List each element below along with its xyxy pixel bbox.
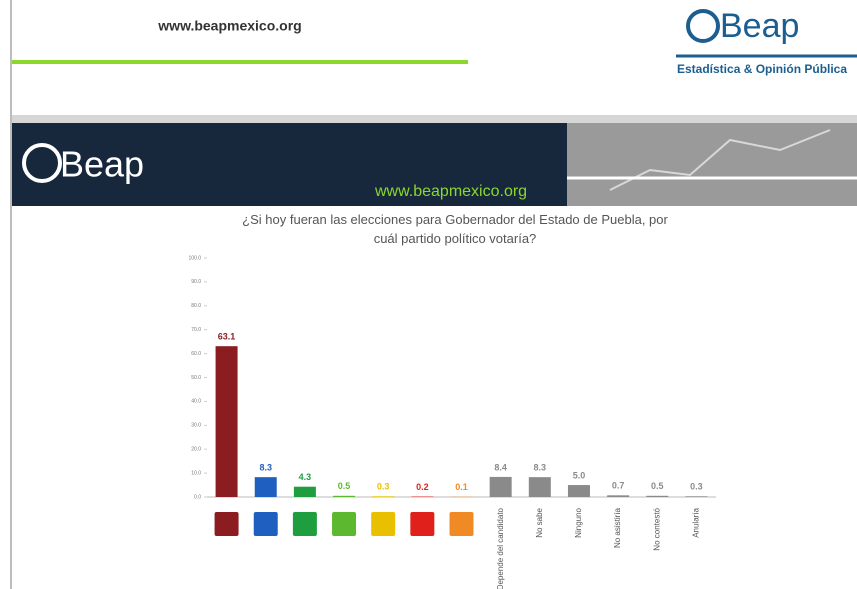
bar: [489, 476, 512, 497]
header-logo: Beap: [720, 7, 799, 45]
x-tick-label: No sabe: [535, 507, 544, 537]
header-url: www.beapmexico.org: [157, 18, 301, 34]
chart: 0.0 10.0 20.0 30.0 40.0 50.0 60.0 70.0 80.0 90.0 1…: [188, 255, 716, 589]
header-logo-mark: [686, 9, 720, 43]
bar: [646, 495, 669, 497]
bar: [528, 477, 551, 497]
banner: [12, 123, 567, 206]
value-label: 0.5: [651, 481, 664, 491]
value-label: 0.3: [690, 482, 703, 492]
value-label: 0.5: [338, 481, 351, 491]
y-tick-label: 90.0: [191, 279, 201, 285]
chart-title: ¿Si hoy fueran las elecciones para Gober…: [242, 212, 668, 246]
bar: [567, 485, 590, 497]
bar: [685, 496, 708, 497]
y-tick-label: 60.0: [191, 351, 201, 357]
party-logo: [214, 512, 239, 536]
party-logo: [449, 512, 474, 536]
party-logo: [371, 512, 396, 536]
party-logo: [410, 512, 435, 536]
bar: [215, 346, 238, 497]
y-tick-label: 40.0: [191, 399, 201, 405]
bar: [333, 495, 356, 497]
y-tick-label: 30.0: [191, 423, 201, 429]
bar: [372, 496, 395, 497]
x-tick-label: Ninguno: [574, 507, 583, 537]
banner-photo-graph: [609, 129, 831, 191]
value-label: 8.3: [259, 463, 272, 473]
y-tick-label: 100.0: [188, 255, 201, 261]
banner-logo: Beap: [60, 144, 144, 185]
y-tick-label: 80.0: [191, 303, 201, 309]
bar: [607, 495, 630, 497]
x-tick-label: No asistiría: [613, 507, 622, 548]
bar: [293, 486, 316, 497]
header-tagline: Estadística & Opinión Pública: [677, 62, 847, 76]
party-logo: [253, 512, 278, 536]
x-tick-label: No contestó: [652, 507, 661, 550]
party-logo: [332, 512, 357, 536]
value-label: 4.3: [299, 472, 312, 482]
party-logo: [292, 512, 317, 536]
x-tick-label: Anularía: [692, 507, 701, 537]
chart-title-box: ¿Si hoy fueran las elecciones para Gober…: [242, 212, 668, 246]
divider: [12, 115, 857, 123]
value-label: 0.7: [612, 481, 625, 491]
value-label: 0.2: [416, 482, 429, 492]
x-tick-label: Depende del candidato: [496, 507, 505, 589]
y-tick-label: 10.0: [191, 470, 201, 476]
value-label: 0.1: [455, 482, 468, 492]
banner-photo: [567, 123, 857, 206]
y-tick-label: 20.0: [191, 447, 201, 453]
value-label: 0.3: [377, 482, 390, 492]
y-tick-label: 50.0: [191, 375, 201, 381]
banner-url: www.beapmexico.org: [374, 183, 527, 200]
banner-logo-mark: [22, 143, 62, 183]
value-label: 63.1: [218, 332, 236, 342]
value-label: 8.3: [534, 463, 547, 473]
y-tick-label: 0.0: [194, 494, 201, 500]
value-label: 5.0: [573, 470, 586, 480]
value-label: 8.4: [494, 462, 507, 472]
y-tick-label: 70.0: [191, 327, 201, 333]
bar: [254, 477, 277, 497]
